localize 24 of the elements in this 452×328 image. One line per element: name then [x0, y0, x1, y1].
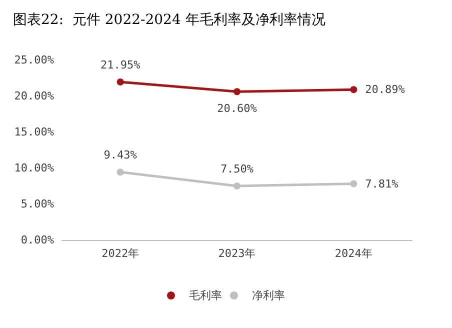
x-tick-label: 2022年 — [102, 247, 140, 260]
point — [350, 86, 358, 94]
point — [116, 78, 124, 86]
legend-label: 净利率 — [252, 289, 285, 302]
y-tick-label: 10.00% — [14, 162, 54, 174]
point — [350, 180, 358, 188]
data-label: 7.81% — [365, 177, 399, 190]
y-tick-label: 0.00% — [20, 234, 54, 246]
point — [234, 182, 240, 190]
point — [116, 168, 124, 176]
legend-label: 毛利率 — [189, 289, 222, 302]
data-label: 20.89% — [365, 83, 406, 96]
x-tick-label: 2024年 — [334, 247, 372, 260]
data-label: 20.60% — [217, 102, 258, 116]
data-label: 9.43% — [104, 148, 138, 162]
point — [234, 88, 240, 96]
y-tick-label: 25.00% — [14, 54, 54, 66]
chart-title: 图表22: 元件 2022-2024 年毛利率及净利率情况 — [13, 12, 326, 28]
y-tick-label: 20.00% — [14, 90, 54, 102]
x-tick-label: 2023年 — [218, 247, 256, 260]
y-tick-label: 5.00% — [20, 198, 54, 210]
data-label: 21.95% — [100, 58, 141, 72]
y-tick-label: 15.00% — [14, 126, 54, 138]
data-label: 7.50% — [220, 162, 254, 176]
